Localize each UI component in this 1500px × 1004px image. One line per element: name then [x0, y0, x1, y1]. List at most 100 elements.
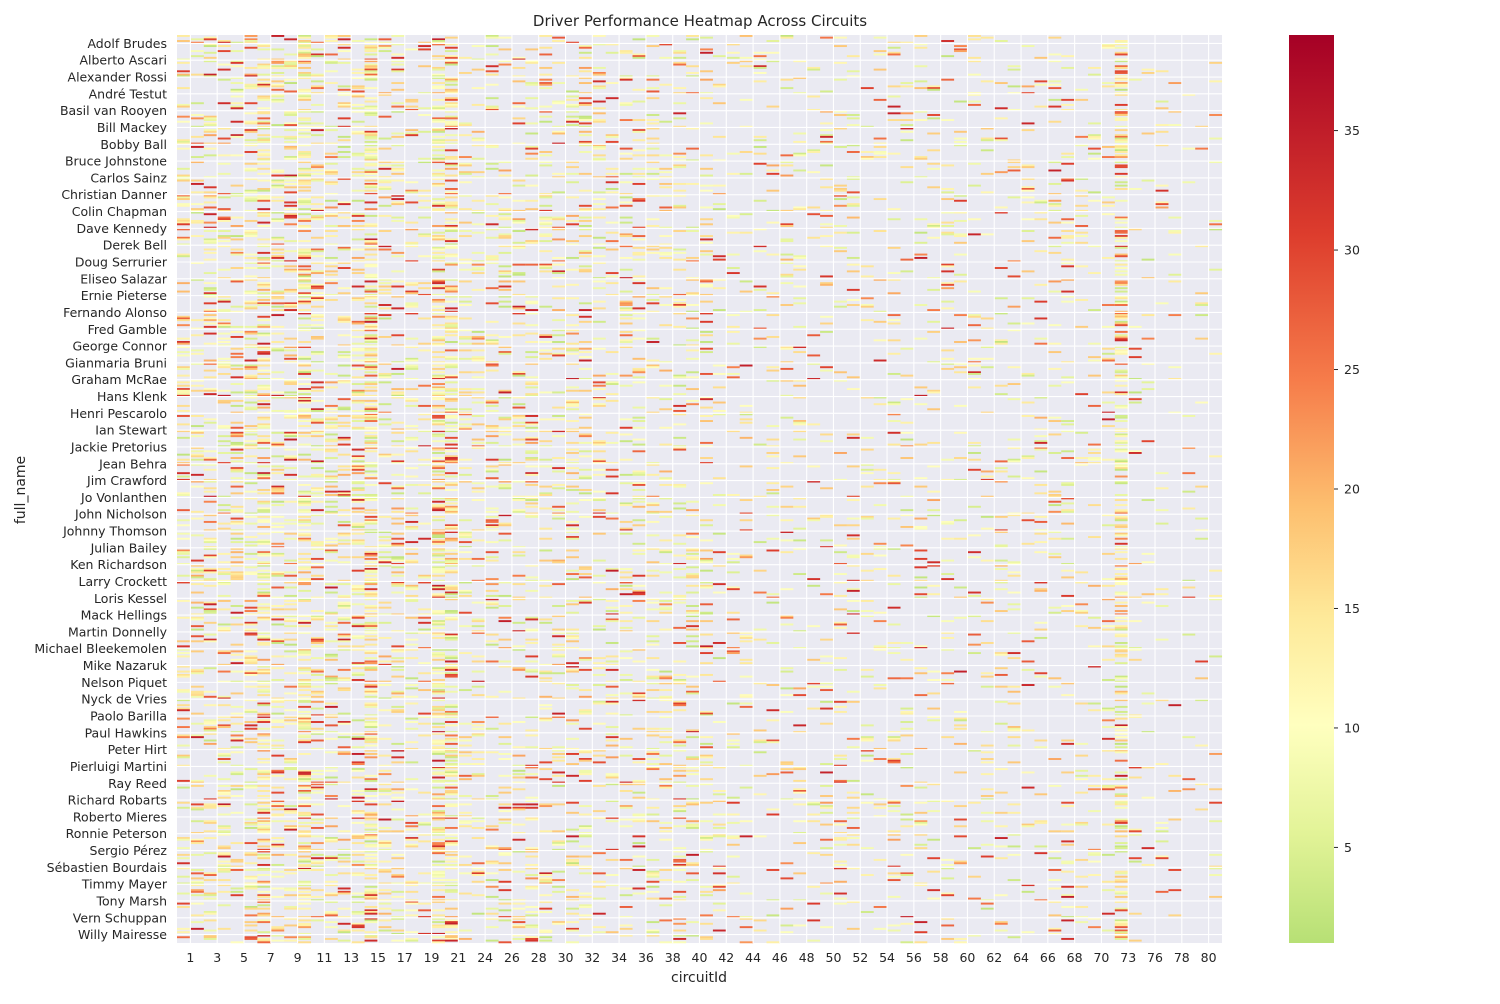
heatmap-cell: [284, 644, 297, 646]
heatmap-cell: [231, 533, 244, 535]
heatmap-cell: [351, 926, 364, 928]
heatmap-cell: [659, 370, 672, 372]
heatmap-cell: [231, 185, 244, 187]
heatmap-cell: [311, 386, 324, 388]
heatmap-cell: [257, 694, 270, 696]
heatmap-cell: [204, 634, 217, 636]
heatmap-cell: [646, 87, 659, 89]
heatmap-cell: [579, 573, 592, 575]
heatmap-cell: [579, 122, 592, 124]
heatmap-cell: [298, 358, 311, 360]
heatmap-cell: [633, 893, 646, 895]
heatmap-cell: [619, 153, 632, 155]
heatmap-cell: [351, 662, 364, 664]
heatmap-cell: [579, 709, 592, 711]
heatmap-cell: [566, 90, 579, 92]
heatmap-cell: [378, 684, 391, 686]
heatmap-cell: [512, 721, 525, 723]
heatmap-cell: [257, 304, 270, 306]
heatmap-cell: [592, 629, 605, 631]
heatmap-cell: [244, 121, 257, 123]
heatmap-cell: [271, 726, 284, 728]
heatmap-cell: [351, 400, 364, 402]
heatmap-cell: [566, 99, 579, 101]
heatmap-cell: [512, 808, 525, 810]
heatmap-cell: [686, 820, 699, 822]
heatmap-cell: [190, 390, 203, 392]
heatmap-cell: [432, 465, 445, 467]
heatmap-cell: [204, 370, 217, 372]
heatmap-cell: [298, 275, 311, 277]
heatmap-cell: [673, 856, 686, 858]
heatmap-cell: [646, 608, 659, 610]
heatmap-cell: [271, 640, 284, 642]
heatmap-cell: [244, 292, 257, 294]
heatmap-cell: [472, 200, 485, 202]
heatmap-cell: [472, 773, 485, 775]
heatmap-cell: [217, 299, 230, 301]
heatmap-cell: [351, 874, 364, 876]
heatmap-cell: [432, 270, 445, 272]
heatmap-cell: [365, 390, 378, 392]
heatmap-cell: [217, 583, 230, 585]
heatmap-cell: [244, 674, 257, 676]
chart-title: Driver Performance Heatmap Across Circui…: [533, 12, 867, 30]
heatmap-cell: [338, 321, 351, 323]
heatmap-cell: [378, 336, 391, 338]
heatmap-cell: [271, 876, 284, 878]
heatmap-cell: [552, 173, 565, 175]
heatmap-cell: [619, 533, 632, 535]
heatmap-cell: [190, 235, 203, 237]
heatmap-cell: [700, 254, 713, 256]
heatmap-cell: [365, 745, 378, 747]
heatmap-cell: [391, 676, 404, 678]
heatmap-cell: [539, 218, 552, 220]
heatmap-cell: [324, 583, 337, 585]
heatmap-cell: [472, 331, 485, 333]
heatmap-cell: [365, 348, 378, 350]
heatmap-cell: [231, 444, 244, 446]
heatmap-cell: [244, 375, 257, 377]
heatmap-cell: [499, 208, 512, 210]
heatmap-cell: [378, 455, 391, 457]
heatmap-cell: [646, 299, 659, 301]
heatmap-cell: [365, 686, 378, 688]
heatmap-cell: [539, 936, 552, 938]
heatmap-cell: [378, 536, 391, 538]
heatmap-cell: [391, 857, 404, 859]
heatmap-cell: [298, 52, 311, 54]
heatmap-cell: [512, 102, 525, 104]
heatmap-cell: [257, 743, 270, 745]
heatmap-cell: [659, 607, 672, 609]
heatmap-cell: [405, 553, 418, 555]
heatmap-cell: [257, 659, 270, 661]
heatmap-cell: [365, 595, 378, 597]
heatmap-cell: [432, 536, 445, 538]
heatmap-cell: [391, 560, 404, 562]
heatmap-cell: [217, 301, 230, 303]
heatmap-cell: [244, 711, 257, 713]
heatmap-cell: [485, 74, 498, 76]
heatmap-cell: [700, 620, 713, 622]
heatmap-cell: [204, 282, 217, 284]
heatmap-cell: [257, 351, 270, 353]
heatmap-cell: [311, 299, 324, 301]
heatmap-cell: [445, 124, 458, 126]
heatmap-cell: [432, 541, 445, 543]
heatmap-cell: [686, 921, 699, 923]
heatmap-cell: [204, 360, 217, 362]
heatmap-cell: [552, 270, 565, 272]
heatmap-cell: [432, 232, 445, 234]
heatmap-cell: [659, 919, 672, 921]
heatmap-cell: [365, 706, 378, 708]
heatmap-cell: [284, 201, 297, 203]
heatmap-cell: [700, 837, 713, 839]
heatmap-cell: [244, 74, 257, 76]
heatmap-cell: [700, 334, 713, 336]
heatmap-cell: [512, 938, 525, 940]
heatmap-cell: [418, 114, 431, 116]
heatmap-cell: [351, 635, 364, 637]
heatmap-cell: [298, 287, 311, 289]
heatmap-cell: [659, 121, 672, 123]
heatmap-cell: [338, 521, 351, 523]
